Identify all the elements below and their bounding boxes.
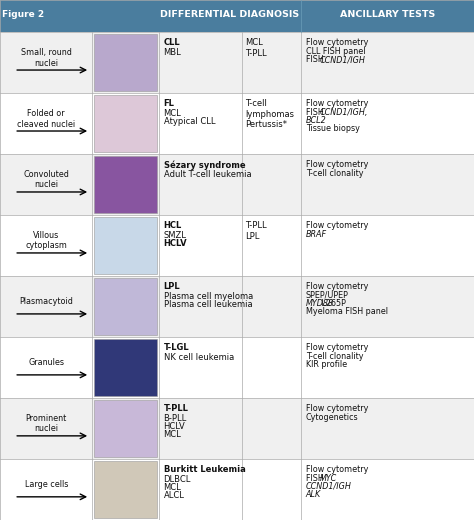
- Text: Plasma cell myeloma: Plasma cell myeloma: [164, 292, 253, 301]
- Text: MYD88: MYD88: [306, 299, 334, 308]
- Text: Flow cytometry: Flow cytometry: [306, 405, 368, 413]
- Text: HCL: HCL: [164, 222, 182, 230]
- Text: FISH: FISH: [306, 474, 326, 483]
- Text: Atypical CLL: Atypical CLL: [164, 117, 215, 126]
- Text: Myeloma FISH panel: Myeloma FISH panel: [306, 307, 388, 316]
- Text: SMZL: SMZL: [164, 231, 186, 240]
- Text: Flow cytometry: Flow cytometry: [306, 343, 368, 353]
- Text: MYC: MYC: [319, 474, 337, 483]
- Text: DIFFERENTIAL DIAGNOSIS: DIFFERENTIAL DIAGNOSIS: [160, 10, 300, 19]
- Text: Small, round
nuclei: Small, round nuclei: [21, 48, 72, 68]
- Text: DLBCL: DLBCL: [164, 475, 191, 484]
- Text: T-PLL: T-PLL: [164, 405, 188, 413]
- Text: SPEP/UPEP: SPEP/UPEP: [306, 291, 348, 300]
- Text: T-cell
lymphomas
Pertussis*: T-cell lymphomas Pertussis*: [246, 99, 294, 129]
- Text: Cytogenetics: Cytogenetics: [306, 413, 358, 422]
- Text: Tissue biopsy: Tissue biopsy: [306, 124, 360, 134]
- Bar: [0, 154, 474, 215]
- Bar: [0, 0, 474, 32]
- Text: ANCILLARY TESTS: ANCILLARY TESTS: [340, 10, 435, 19]
- Text: T-cell clonality: T-cell clonality: [306, 168, 363, 178]
- Text: Flow cytometry: Flow cytometry: [306, 38, 368, 47]
- Text: FISH: FISH: [306, 55, 326, 64]
- Text: Plasma cell leukemia: Plasma cell leukemia: [164, 300, 252, 309]
- Text: NK cell leukemia: NK cell leukemia: [164, 353, 234, 362]
- Text: CCND1/IGH: CCND1/IGH: [319, 55, 365, 64]
- Text: LPL: LPL: [164, 282, 180, 291]
- Text: FISH: FISH: [306, 108, 326, 117]
- Text: Sézary syndrome: Sézary syndrome: [164, 160, 245, 170]
- Text: Burkitt Leukemia: Burkitt Leukemia: [164, 465, 245, 474]
- Text: BCL2: BCL2: [306, 116, 327, 125]
- Text: CLL FISH panel: CLL FISH panel: [306, 47, 365, 56]
- Text: ALK: ALK: [306, 490, 321, 499]
- Text: Prominent
nuclei: Prominent nuclei: [26, 414, 67, 433]
- Text: MBL: MBL: [164, 48, 181, 57]
- Text: HCLV: HCLV: [164, 422, 185, 431]
- Text: MCL: MCL: [164, 109, 181, 118]
- Text: Large cells: Large cells: [25, 480, 68, 489]
- Bar: [0, 459, 474, 520]
- Text: T-PLL
LPL: T-PLL LPL: [246, 222, 267, 241]
- Text: Flow cytometry: Flow cytometry: [306, 222, 368, 230]
- Text: CCND1/IGH,: CCND1/IGH,: [319, 108, 368, 117]
- Text: Adult T-cell leukemia: Adult T-cell leukemia: [164, 170, 251, 179]
- Bar: [94, 156, 157, 213]
- Bar: [94, 278, 157, 335]
- Text: KIR profile: KIR profile: [306, 360, 347, 369]
- Text: Convoluted
nuclei: Convoluted nuclei: [23, 170, 69, 189]
- Bar: [0, 276, 474, 337]
- Bar: [94, 34, 157, 91]
- Text: CLL: CLL: [164, 38, 180, 47]
- Text: Figure 2: Figure 2: [2, 10, 45, 19]
- Bar: [94, 461, 157, 518]
- Text: MCL: MCL: [164, 483, 181, 492]
- Text: FL: FL: [164, 99, 174, 109]
- Text: Granules: Granules: [28, 358, 64, 367]
- Text: CCND1/IGH: CCND1/IGH: [306, 482, 352, 491]
- Bar: [0, 398, 474, 459]
- Text: T-LGL: T-LGL: [164, 343, 189, 353]
- Text: MCL: MCL: [164, 431, 181, 439]
- Text: L265P: L265P: [319, 299, 346, 308]
- Text: Flow cytometry: Flow cytometry: [306, 99, 368, 109]
- Text: Folded or
cleaved nuclei: Folded or cleaved nuclei: [17, 109, 75, 128]
- Bar: [94, 95, 157, 152]
- Bar: [94, 217, 157, 274]
- Text: BRAF: BRAF: [306, 230, 327, 239]
- Bar: [94, 400, 157, 457]
- Bar: [0, 337, 474, 398]
- Text: Flow cytometry: Flow cytometry: [306, 160, 368, 170]
- Bar: [94, 339, 157, 396]
- Text: T-cell clonality: T-cell clonality: [306, 352, 363, 361]
- Text: ALCL: ALCL: [164, 491, 184, 500]
- Text: B-PLL: B-PLL: [164, 414, 187, 423]
- Bar: [0, 215, 474, 276]
- Text: HCLV: HCLV: [164, 239, 187, 248]
- Text: Flow cytometry: Flow cytometry: [306, 282, 368, 291]
- Bar: [0, 32, 474, 93]
- Text: Plasmacytoid: Plasmacytoid: [19, 297, 73, 306]
- Text: MCL
T-PLL: MCL T-PLL: [246, 38, 267, 58]
- Text: Flow cytometry: Flow cytometry: [306, 465, 368, 474]
- Bar: [0, 93, 474, 154]
- Text: Villous
cytoplasm: Villous cytoplasm: [25, 231, 67, 251]
